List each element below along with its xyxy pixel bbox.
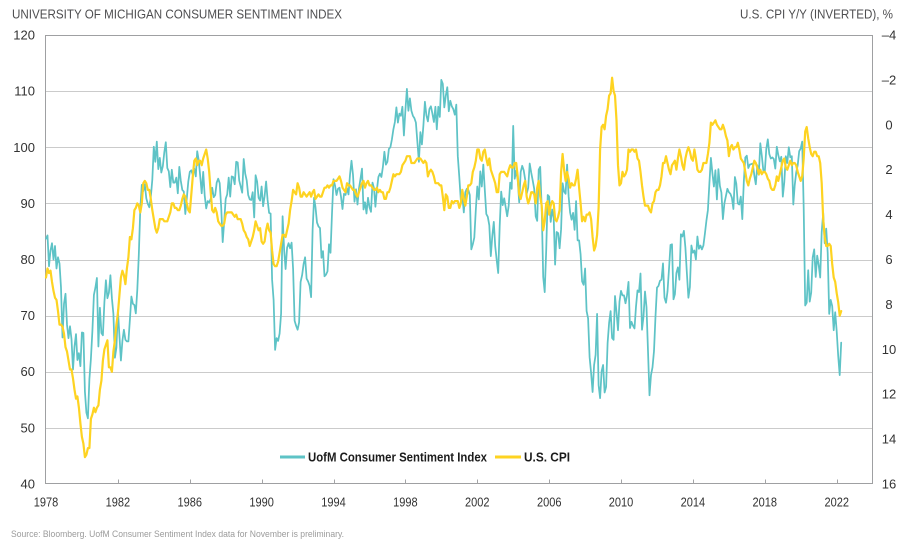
svg-text:1986: 1986	[178, 495, 203, 510]
svg-text:1994: 1994	[321, 495, 346, 510]
svg-text:10: 10	[882, 342, 896, 357]
svg-text:2010: 2010	[609, 495, 634, 510]
svg-text:0: 0	[885, 117, 892, 132]
svg-text:110: 110	[14, 84, 35, 99]
svg-text:6: 6	[885, 252, 892, 267]
svg-text:2: 2	[885, 162, 892, 177]
svg-text:Source: Bloomberg. UofM Consum: Source: Bloomberg. UofM Consumer Sentime…	[11, 529, 344, 540]
svg-text:1990: 1990	[249, 495, 274, 510]
svg-text:12: 12	[882, 387, 896, 402]
svg-text:8: 8	[885, 297, 892, 312]
svg-text:–2: –2	[882, 72, 896, 87]
svg-text:120: 120	[13, 28, 35, 43]
svg-text:1998: 1998	[393, 495, 418, 510]
svg-text:50: 50	[21, 420, 35, 435]
svg-text:100: 100	[13, 140, 35, 155]
svg-text:16: 16	[882, 477, 896, 492]
svg-text:2002: 2002	[465, 495, 490, 510]
svg-text:2006: 2006	[537, 495, 562, 510]
svg-text:–4: –4	[882, 28, 896, 43]
svg-text:2018: 2018	[753, 495, 778, 510]
svg-text:60: 60	[21, 364, 35, 379]
svg-text:U.S. CPI: U.S. CPI	[524, 450, 570, 465]
svg-text:UofM Consumer Sentiment Index: UofM Consumer Sentiment Index	[308, 450, 488, 465]
svg-text:4: 4	[885, 207, 892, 222]
svg-text:70: 70	[21, 308, 35, 323]
svg-text:80: 80	[21, 252, 35, 267]
svg-text:2014: 2014	[681, 495, 706, 510]
svg-text:90: 90	[21, 196, 35, 211]
svg-text:14: 14	[882, 432, 896, 447]
svg-text:1982: 1982	[106, 495, 131, 510]
svg-text:40: 40	[21, 477, 35, 492]
svg-text:U.S. CPI Y/Y (INVERTED), %: U.S. CPI Y/Y (INVERTED), %	[740, 8, 893, 22]
svg-text:UNIVERSITY OF MICHIGAN CONSUME: UNIVERSITY OF MICHIGAN CONSUMER SENTIMEN…	[12, 8, 343, 22]
svg-text:2022: 2022	[824, 495, 849, 510]
svg-text:1978: 1978	[34, 495, 59, 510]
